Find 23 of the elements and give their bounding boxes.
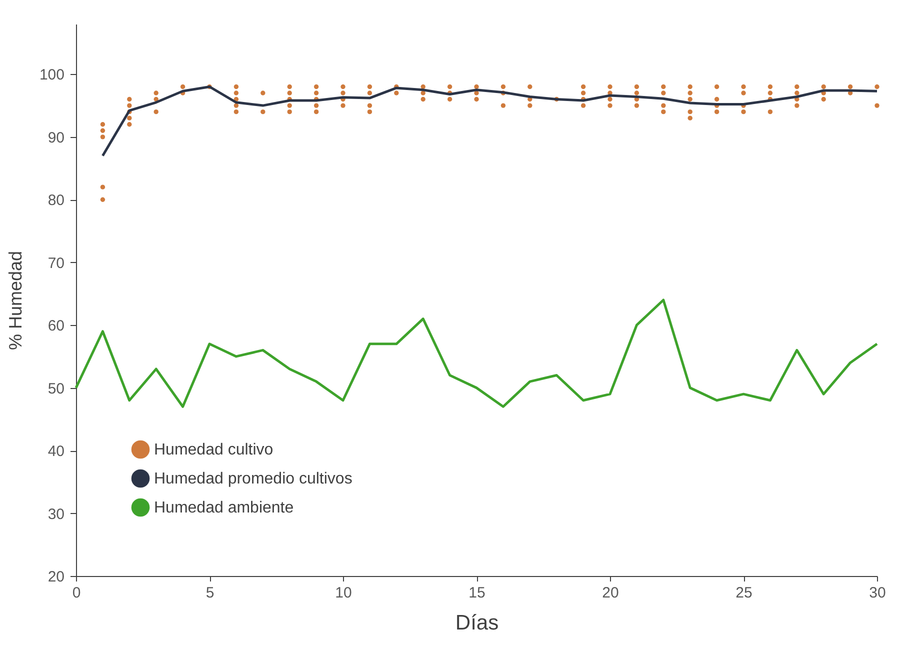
legend-label: Humedad cultivo (154, 442, 274, 458)
y-tick-label: 40 (48, 443, 64, 460)
x-tick-label: 0 (72, 584, 81, 602)
x-tick-label: 30 (869, 584, 886, 602)
y-tick-label: 20 (48, 568, 64, 586)
x-tick-label: 10 (335, 584, 352, 602)
y-tick-label: 90 (48, 129, 64, 146)
legend-label: Humedad ambiente (154, 500, 294, 516)
y-tick-label: 80 (48, 192, 64, 210)
x-tick-label: 25 (736, 584, 752, 602)
y-tick-label: 100 (39, 66, 64, 84)
y-tick-label: 60 (48, 318, 64, 335)
line-series (101, 85, 878, 157)
y-tick-label: 30 (48, 506, 64, 523)
x-tick-label: 20 (602, 584, 619, 602)
y-tick-label: 70 (48, 254, 64, 272)
x-tick-label: 5 (206, 584, 214, 602)
legend-label: Humedad promedio cultivos (154, 470, 352, 488)
line-series (74, 298, 878, 408)
y-tick-label: 50 (48, 380, 64, 398)
x-axis-title: Días (455, 612, 499, 634)
y-axis-title: % Humedad (5, 250, 26, 350)
x-tick-label: 15 (468, 584, 486, 602)
